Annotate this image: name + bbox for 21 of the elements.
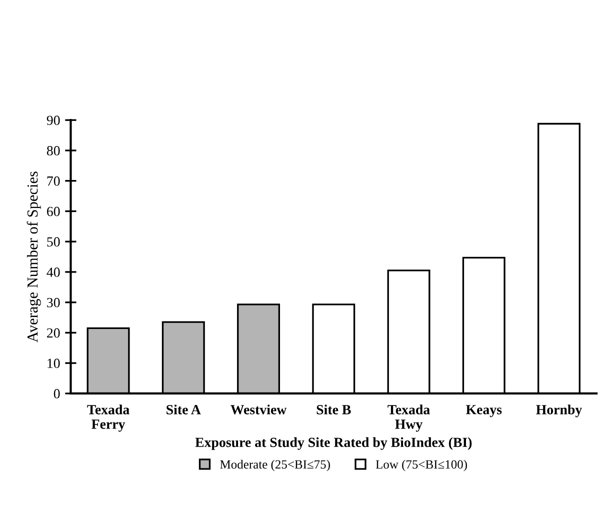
x-axis-title: Exposure at Study Site Rated by BioIndex (BI) — [195, 437, 472, 450]
y-tick-label: 30 — [47, 298, 60, 308]
legend-label: Moderate (25<BI≤75) — [220, 460, 330, 472]
legend-label: Low (75<BI≤100) — [376, 460, 467, 472]
y-tick-label: 10 — [48, 358, 60, 368]
x-tick-label: Keays — [466, 405, 502, 418]
y-axis-title: Average Number of Species — [26, 172, 41, 342]
y-tick-label: 40 — [46, 268, 60, 277]
x-tick-label: Westview — [230, 404, 287, 414]
y-tick-label: 20 — [47, 328, 60, 338]
y-tick-label: 90 — [46, 116, 60, 126]
x-tick-label: Site B — [316, 404, 351, 414]
x-tick-label: Texada Hwy — [388, 404, 430, 432]
x-tick-label: Texada Ferry — [87, 404, 130, 432]
x-tick-label: Hornby — [536, 404, 582, 418]
y-tick-label: 0 — [54, 389, 60, 398]
y-tick-label: 80 — [46, 146, 60, 156]
x-tick-label: Site A — [166, 404, 201, 414]
y-tick-label: 70 — [47, 176, 60, 186]
y-tick-label: 60 — [47, 206, 60, 216]
y-tick-label: 50 — [47, 237, 60, 247]
